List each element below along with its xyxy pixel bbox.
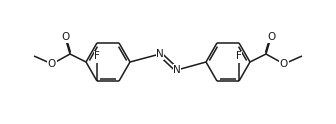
Text: O: O	[267, 32, 275, 42]
Text: F: F	[94, 51, 100, 61]
Text: O: O	[61, 32, 69, 42]
Text: O: O	[48, 59, 56, 69]
Text: F: F	[236, 51, 242, 61]
Text: N: N	[173, 65, 181, 75]
Text: O: O	[280, 59, 288, 69]
Text: N: N	[156, 49, 164, 59]
